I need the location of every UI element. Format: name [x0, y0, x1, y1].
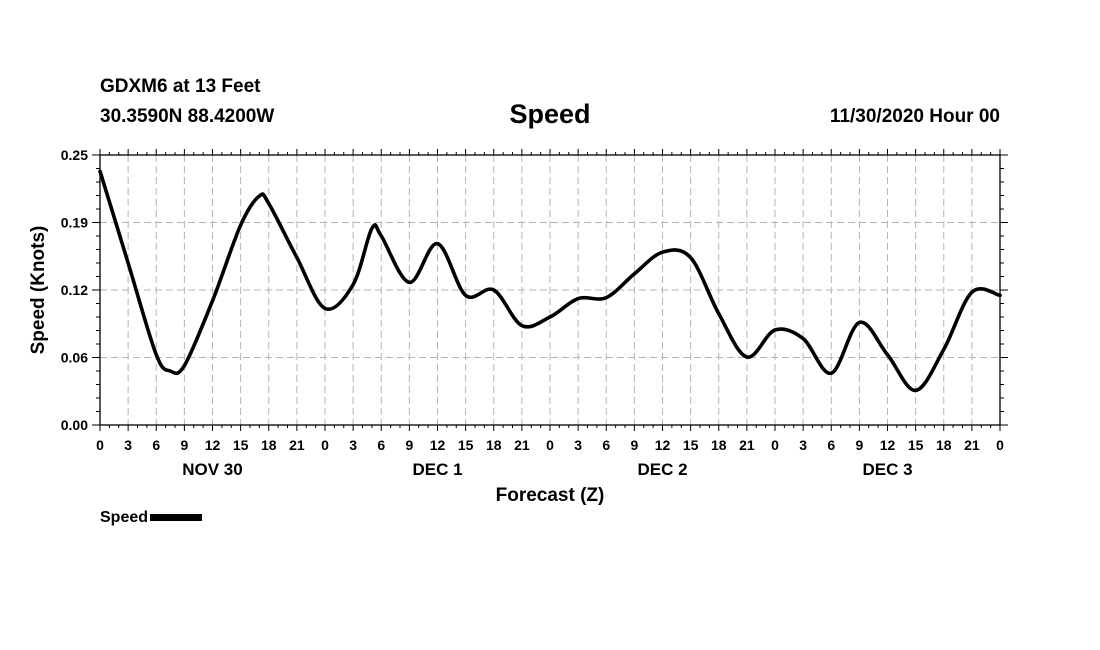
x-tick-label: 9 — [630, 437, 638, 453]
x-axis-title: Forecast (Z) — [496, 485, 605, 506]
y-axis-title: Speed (Knots) — [28, 226, 49, 355]
x-tick-label: 9 — [855, 437, 863, 453]
x-tick-label: 0 — [996, 437, 1004, 453]
x-tick-label: 0 — [771, 437, 779, 453]
chart-title: Speed — [509, 99, 591, 129]
x-tick-label: 3 — [574, 437, 582, 453]
y-tick-labels: 0.00 0.06 0.12 0.19 0.25 — [61, 147, 88, 433]
x-tick-label: 0 — [96, 437, 104, 453]
x-tick-label: 9 — [405, 437, 413, 453]
x-tick-label: 3 — [124, 437, 132, 453]
y-tick-label: 0.25 — [61, 147, 88, 163]
y-tick-label: 0.00 — [61, 417, 88, 433]
x-tick-labels: 0 3 6 9 12 15 18 21 0 3 6 9 12 15 18 21 0 3 6 9 12 15 18 21 0 3 6 9… — [96, 437, 1004, 453]
day-label: DEC 1 — [412, 460, 462, 479]
day-labels: NOV 30 DEC 1 DEC 2 DEC 3 — [182, 460, 912, 479]
x-tick-label: 6 — [152, 437, 160, 453]
x-tick-label: 21 — [289, 437, 305, 453]
x-tick-label: 6 — [602, 437, 610, 453]
day-label: DEC 2 — [637, 460, 687, 479]
y-tick-label: 0.12 — [61, 282, 88, 298]
x-tick-label: 15 — [233, 437, 249, 453]
speed-series-line — [98, 169, 1002, 393]
x-tick-label: 12 — [430, 437, 446, 453]
x-tick-label: 0 — [321, 437, 329, 453]
day-label: NOV 30 — [182, 460, 242, 479]
plot-frame — [99, 154, 1001, 426]
x-tick-label: 15 — [908, 437, 924, 453]
x-tick-label: 9 — [180, 437, 188, 453]
legend: Speed — [100, 509, 203, 527]
station-coordinates: 30.3590N 88.4200W — [100, 106, 275, 127]
x-tick-label: 18 — [486, 437, 502, 453]
x-tick-label: 12 — [205, 437, 221, 453]
x-tick-label: 18 — [711, 437, 727, 453]
x-tick-label: 18 — [936, 437, 952, 453]
x-tick-label: 15 — [683, 437, 699, 453]
x-tick-label: 12 — [880, 437, 896, 453]
x-tick-label: 21 — [739, 437, 755, 453]
x-tick-label: 6 — [827, 437, 835, 453]
x-tick-label: 3 — [799, 437, 807, 453]
y-tick-label: 0.06 — [61, 350, 88, 366]
x-tick-label: 15 — [458, 437, 474, 453]
x-tick-label: 0 — [546, 437, 554, 453]
run-time: 11/30/2020 Hour 00 — [829, 106, 1000, 127]
legend-swatch — [150, 514, 203, 522]
station-name: GDXM6 at 13 Feet — [100, 76, 261, 97]
x-tick-label: 18 — [261, 437, 277, 453]
x-tick-label: 3 — [349, 437, 357, 453]
x-tick-label: 21 — [514, 437, 530, 453]
x-tick-label: 6 — [377, 437, 385, 453]
grid-lines — [100, 155, 1000, 425]
day-label: DEC 3 — [862, 460, 912, 479]
y-tick-label: 0.19 — [61, 215, 88, 231]
x-tick-label: 12 — [655, 437, 671, 453]
legend-label: Speed — [100, 509, 149, 526]
x-tick-label: 21 — [964, 437, 980, 453]
